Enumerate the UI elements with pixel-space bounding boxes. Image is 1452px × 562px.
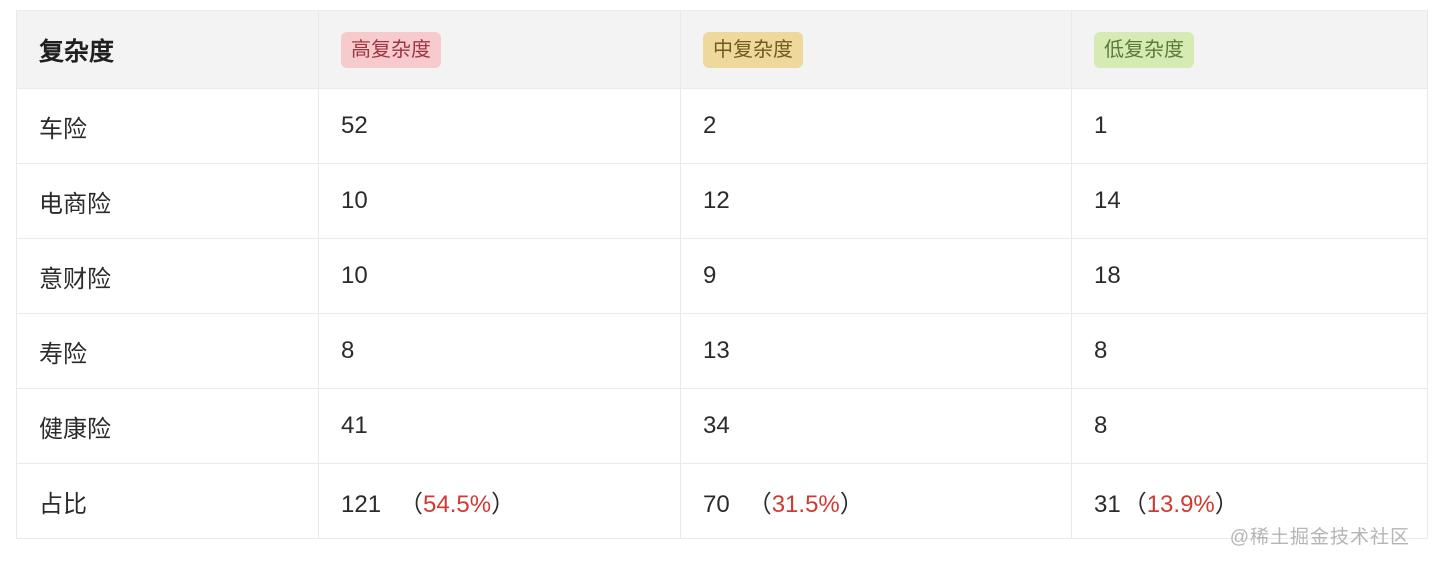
high-complexity-badge: 高复杂度	[341, 31, 441, 68]
mid-complexity-badge: 中复杂度	[703, 31, 803, 68]
juejin-watermark: @稀土掘金技术社区	[1229, 527, 1410, 548]
table-row-ecommerce-insurance: 电商险 10 12 14	[16, 163, 1428, 239]
row-label: 寿险	[16, 313, 319, 389]
row-label: 电商险	[16, 163, 319, 239]
summary-count: 121	[341, 490, 382, 518]
table-row-auto-insurance: 车险 52 2 1	[16, 88, 1428, 164]
paren-open: （	[747, 490, 772, 518]
paren-close: ）	[839, 490, 864, 518]
cell-value: 2	[680, 88, 1072, 164]
cell-value: 12	[680, 163, 1072, 239]
row-label: 占比	[16, 463, 319, 539]
cell-value: 9	[680, 238, 1072, 314]
summary-count: 31	[1094, 490, 1121, 518]
table-row-life-insurance: 寿险 8 13 8	[16, 313, 1428, 389]
row-label: 车险	[16, 88, 319, 164]
cell-value: 14	[1071, 163, 1428, 239]
cell-value: 18	[1071, 238, 1428, 314]
summary-cell-high: 121 （54.5%）	[318, 463, 681, 539]
paren-close: ）	[491, 490, 516, 518]
summary-count: 70	[703, 490, 730, 518]
table-row-proportion: 占比 121 （54.5%） 70 （31.5%） 31（13.9%）	[16, 463, 1428, 539]
cell-value: 13	[680, 313, 1072, 389]
summary-cell-mid: 70 （31.5%）	[680, 463, 1072, 539]
row-label: 健康险	[16, 388, 319, 464]
cell-value: 41	[318, 388, 681, 464]
paren-close: ）	[1214, 490, 1239, 518]
header-complexity: 复杂度	[16, 10, 319, 89]
cell-value: 10	[318, 238, 681, 314]
summary-cell-low: 31（13.9%）	[1071, 463, 1428, 539]
summary-percent: 13.9%	[1146, 490, 1215, 518]
header-high-complexity: 高复杂度	[318, 10, 681, 89]
cell-value: 8	[318, 313, 681, 389]
table-row-accident-property-insurance: 意财险 10 9 18	[16, 238, 1428, 314]
paren-open: （	[1122, 490, 1147, 518]
header-low-complexity: 低复杂度	[1071, 10, 1428, 89]
row-label: 意财险	[16, 238, 319, 314]
summary-percent: 54.5%	[423, 490, 492, 518]
cell-value: 8	[1071, 313, 1428, 389]
summary-percent: 31.5%	[771, 490, 840, 518]
complexity-table: 复杂度 高复杂度 中复杂度 低复杂度 车险 52 2 1 电商险	[16, 10, 1428, 539]
cell-value: 1	[1071, 88, 1428, 164]
table-row-health-insurance: 健康险 41 34 8	[16, 388, 1428, 464]
cell-value: 34	[680, 388, 1072, 464]
header-mid-complexity: 中复杂度	[680, 10, 1072, 89]
table-header-row: 复杂度 高复杂度 中复杂度 低复杂度	[16, 10, 1428, 89]
cell-value: 52	[318, 88, 681, 164]
cell-value: 10	[318, 163, 681, 239]
paren-open: （	[399, 490, 424, 518]
cell-value: 8	[1071, 388, 1428, 464]
low-complexity-badge: 低复杂度	[1094, 31, 1194, 68]
